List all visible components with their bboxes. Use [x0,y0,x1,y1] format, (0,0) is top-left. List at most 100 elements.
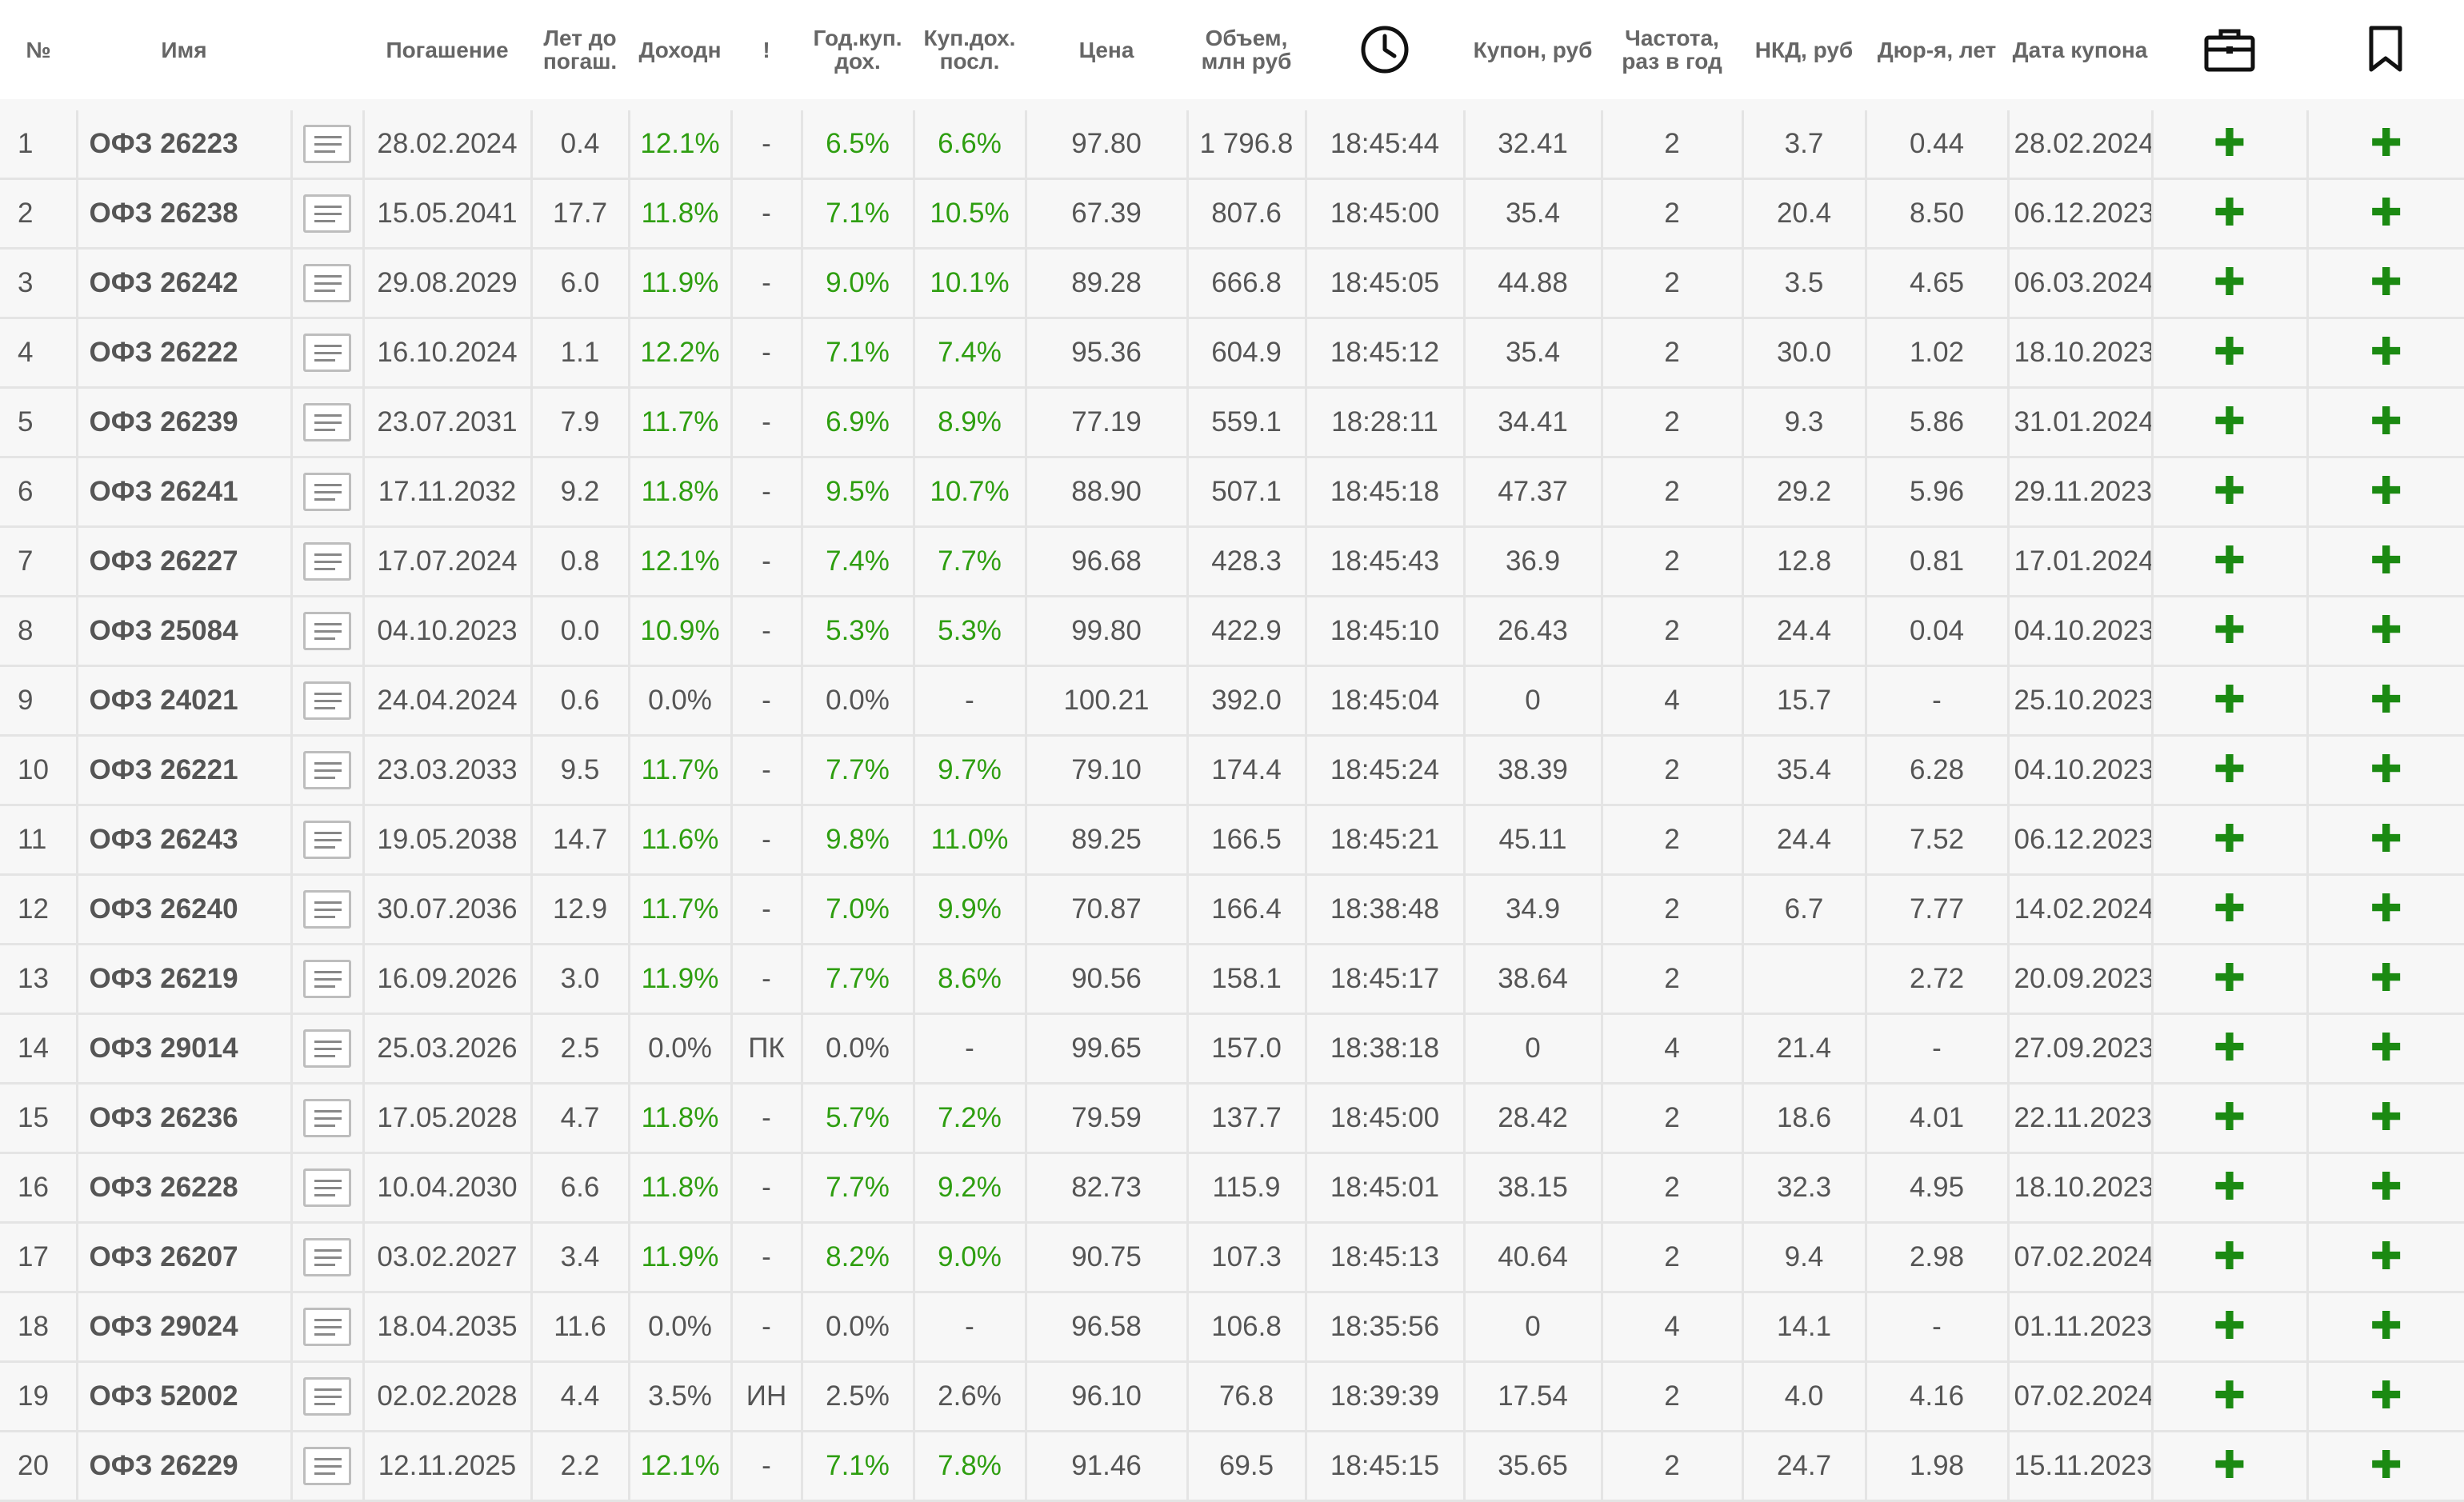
document-icon[interactable] [303,1447,351,1485]
col-price[interactable]: Цена [1026,0,1187,110]
bond-name[interactable]: ОФЗ 25084 [77,596,293,667]
document-icon[interactable] [303,125,351,163]
col-coupon-yield[interactable]: Год.куп. дох. [802,0,914,110]
table-row[interactable]: 20 ОФЗ 26229 12.11.2025 2.2 12.1% -7.1% 7.8% 91… [0,1431,2464,1502]
bond-name[interactable]: ОФЗ 26227 [77,526,293,597]
col-flag[interactable]: ! [731,0,802,110]
col-maturity[interactable]: Погашение [363,0,531,110]
add-to-portfolio-button[interactable]: ✚ [2213,1305,2246,1348]
col-duration[interactable]: Дюр-я, лет [1866,0,2008,110]
bond-name[interactable]: ОФЗ 26228 [77,1152,293,1224]
bond-name[interactable]: ОФЗ 26241 [77,457,293,528]
table-row[interactable]: 12 ОФЗ 26240 30.07.2036 12.9 11.7% -7.0% 9.9% 7… [0,874,2464,945]
document-icon[interactable] [303,1308,351,1346]
col-yield[interactable]: Доходн [629,0,731,110]
bond-name[interactable]: ОФЗ 29014 [77,1013,293,1085]
table-row[interactable]: 14 ОФЗ 29014 25.03.2026 2.5 0.0% ПК 0.0% -99.65… [0,1013,2464,1085]
add-to-portfolio-button[interactable]: ✚ [2213,262,2246,304]
add-to-favorites-button[interactable]: ✚ [2370,609,2402,652]
document-icon[interactable] [303,542,351,581]
add-to-portfolio-button[interactable]: ✚ [2213,1236,2246,1278]
table-row[interactable]: 1 ОФЗ 26223 28.02.2024 0.4 12.1% -6.5% 6.6% 97.… [0,105,2464,180]
add-to-favorites-button[interactable]: ✚ [2370,1305,2402,1348]
col-years[interactable]: Лет до погаш. [531,0,629,110]
bond-name[interactable]: ОФЗ 26221 [77,735,293,806]
bond-name[interactable]: ОФЗ 26243 [77,805,293,876]
bond-name[interactable]: ОФЗ 26236 [77,1083,293,1154]
table-row[interactable]: 16 ОФЗ 26228 10.04.2030 6.6 11.8% -7.7% 9.2% 82… [0,1152,2464,1224]
bond-name[interactable]: ОФЗ 26229 [77,1431,293,1502]
col-volume[interactable]: Объем, млн руб [1187,0,1306,110]
table-row[interactable]: 15 ОФЗ 26236 17.05.2028 4.7 11.8% -5.7% 7.2% 79… [0,1083,2464,1154]
add-to-portfolio-button[interactable]: ✚ [2213,888,2246,930]
bond-name[interactable]: ОФЗ 52002 [77,1361,293,1432]
document-icon[interactable] [303,403,351,441]
add-to-favorites-button[interactable]: ✚ [2370,1236,2402,1278]
table-row[interactable]: 17 ОФЗ 26207 03.02.2027 3.4 11.9% -8.2% 9.0% 90… [0,1222,2464,1293]
add-to-portfolio-button[interactable]: ✚ [2213,679,2246,721]
add-to-portfolio-button[interactable]: ✚ [2213,818,2246,861]
table-row[interactable]: 4 ОФЗ 26222 16.10.2024 1.1 12.2% -7.1% 7.4% 95.… [0,318,2464,389]
add-to-favorites-button[interactable]: ✚ [2370,262,2402,304]
col-num[interactable]: № [0,0,77,110]
add-to-favorites-button[interactable]: ✚ [2370,192,2402,234]
col-last-coupon-yield[interactable]: Куп.дох. посл. [914,0,1026,110]
add-to-favorites-button[interactable]: ✚ [2370,1444,2402,1487]
document-icon[interactable] [303,334,351,372]
add-to-portfolio-button[interactable]: ✚ [2213,401,2246,443]
col-frequency[interactable]: Частота, раз в год [1602,0,1742,110]
bond-name[interactable]: ОФЗ 26207 [77,1222,293,1293]
add-to-favorites-button[interactable]: ✚ [2370,470,2402,513]
document-icon[interactable] [303,1168,351,1207]
document-icon[interactable] [303,890,351,929]
col-coupon[interactable]: Купон, руб [1464,0,1602,110]
document-icon[interactable] [303,1377,351,1416]
bond-name[interactable]: ОФЗ 26242 [77,248,293,319]
add-to-portfolio-button[interactable]: ✚ [2213,1097,2246,1139]
bond-name[interactable]: ОФЗ 24021 [77,665,293,737]
add-to-favorites-button[interactable]: ✚ [2370,818,2402,861]
document-icon[interactable] [303,1238,351,1276]
table-row[interactable]: 13 ОФЗ 26219 16.09.2026 3.0 11.9% -7.7% 8.6% 90… [0,944,2464,1015]
col-time[interactable] [1306,0,1464,110]
add-to-portfolio-button[interactable]: ✚ [2213,609,2246,652]
col-coupon-date[interactable]: Дата купона [2008,0,2152,110]
add-to-favorites-button[interactable]: ✚ [2370,888,2402,930]
table-row[interactable]: 11 ОФЗ 26243 19.05.2038 14.7 11.6% -9.8% 11.0%… [0,805,2464,876]
add-to-portfolio-button[interactable]: ✚ [2213,1444,2246,1487]
add-to-portfolio-button[interactable]: ✚ [2213,192,2246,234]
add-to-portfolio-button[interactable]: ✚ [2213,957,2246,1000]
add-to-favorites-button[interactable]: ✚ [2370,1375,2402,1417]
table-row[interactable]: 6 ОФЗ 26241 17.11.2032 9.2 11.8% -9.5% 10.7% 88… [0,457,2464,528]
bond-name[interactable]: ОФЗ 26222 [77,318,293,389]
add-to-favorites-button[interactable]: ✚ [2370,749,2402,791]
bond-name[interactable]: ОФЗ 26240 [77,874,293,945]
document-icon[interactable] [303,681,351,720]
bond-name[interactable]: ОФЗ 26238 [77,178,293,250]
add-to-favorites-button[interactable]: ✚ [2370,122,2402,165]
add-to-portfolio-button[interactable]: ✚ [2213,1027,2246,1069]
document-icon[interactable] [303,960,351,998]
add-to-portfolio-button[interactable]: ✚ [2213,540,2246,582]
add-to-favorites-button[interactable]: ✚ [2370,679,2402,721]
table-row[interactable]: 9 ОФЗ 24021 24.04.2024 0.6 0.0% -0.0% -100.21 3… [0,665,2464,737]
document-icon[interactable] [303,751,351,789]
document-icon[interactable] [303,194,351,233]
add-to-portfolio-button[interactable]: ✚ [2213,1375,2246,1417]
add-to-favorites-button[interactable]: ✚ [2370,401,2402,443]
document-icon[interactable] [303,821,351,859]
table-row[interactable]: 5 ОФЗ 26239 23.07.2031 7.9 11.7% -6.9% 8.9% 77.… [0,387,2464,458]
table-row[interactable]: 19 ОФЗ 52002 02.02.2028 4.4 3.5% ИН 2.5% 2.6% 96… [0,1361,2464,1432]
col-nkd[interactable]: НКД, руб [1742,0,1866,110]
add-to-favorites-button[interactable]: ✚ [2370,331,2402,374]
document-icon[interactable] [303,264,351,302]
add-to-favorites-button[interactable]: ✚ [2370,540,2402,582]
add-to-favorites-button[interactable]: ✚ [2370,1027,2402,1069]
bond-name[interactable]: ОФЗ 29024 [77,1292,293,1363]
add-to-favorites-button[interactable]: ✚ [2370,957,2402,1000]
document-icon[interactable] [303,473,351,511]
bond-name[interactable]: ОФЗ 26239 [77,387,293,458]
add-to-favorites-button[interactable]: ✚ [2370,1166,2402,1208]
document-icon[interactable] [303,1099,351,1137]
add-to-portfolio-button[interactable]: ✚ [2213,470,2246,513]
